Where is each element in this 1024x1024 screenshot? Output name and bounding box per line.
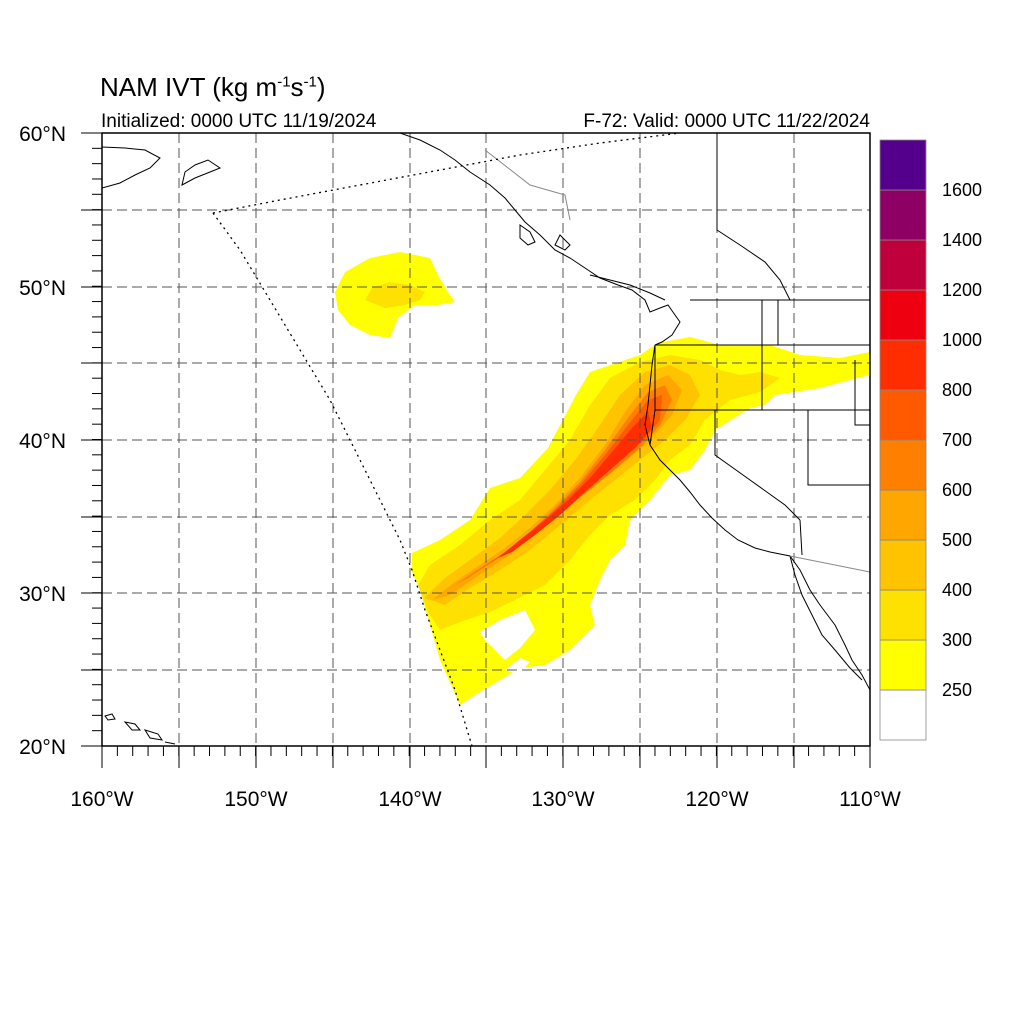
colorbar-labels: 250 300 400 500 600 700 800 1000 1200 14… — [942, 180, 982, 700]
initialized-label: Initialized: 0000 UTC 11/19/2024 — [101, 111, 377, 132]
colorbar-label: 250 — [942, 680, 972, 700]
lat-label: 30°N — [19, 583, 66, 606]
ivt-gap — [480, 610, 535, 660]
colorbar-swatch — [879, 239, 927, 291]
ivt-field — [335, 252, 870, 705]
coastlines — [102, 133, 870, 745]
latitude-labels: 20°N 30°N 40°N 50°N 60°N — [19, 123, 66, 759]
colorbar-label: 600 — [942, 480, 972, 500]
colorbar-swatch — [879, 439, 927, 491]
colorbar-swatch — [879, 589, 927, 641]
lon-label: 150°W — [224, 788, 287, 811]
colorbar-label: 1000 — [942, 330, 982, 350]
colorbar-swatch — [879, 339, 927, 391]
colorbar-swatch — [879, 689, 927, 741]
lat-label: 40°N — [19, 430, 66, 453]
colorbar-swatch — [879, 489, 927, 541]
colorbar-swatch — [879, 539, 927, 591]
lon-label: 160°W — [70, 788, 133, 811]
minor-tick-marks — [92, 132, 856, 756]
country-border — [484, 149, 870, 573]
colorbar-swatch — [879, 389, 927, 441]
colorbar-swatch — [879, 289, 927, 341]
colorbar-label: 1200 — [942, 280, 982, 300]
lat-label: 60°N — [19, 123, 66, 146]
graticule — [102, 133, 870, 746]
political-borders — [649, 133, 870, 556]
colorbar-label: 400 — [942, 580, 972, 600]
lon-label: 110°W — [839, 788, 901, 811]
lat-label: 20°N — [19, 736, 66, 759]
ivt-contour-600 — [455, 385, 672, 585]
map-title: NAM IVT (kg m-1s-1) — [100, 72, 326, 102]
valid-time-label: F-72: Valid: 0000 UTC 11/22/2024 — [583, 111, 870, 132]
lon-label: 140°W — [378, 788, 441, 811]
colorbar-label: 700 — [942, 430, 972, 450]
colorbar-label: 1600 — [942, 180, 982, 200]
colorbar — [879, 139, 927, 741]
colorbar-swatch — [879, 639, 927, 691]
lon-label: 130°W — [531, 788, 594, 811]
lat-label: 50°N — [19, 277, 66, 300]
colorbar-swatch — [879, 189, 927, 241]
longitude-labels: 160°W 150°W 140°W 130°W 120°W 110°W — [70, 788, 901, 811]
colorbar-label: 500 — [942, 530, 972, 550]
ivt-contour-700 — [480, 395, 662, 570]
colorbar-swatch — [879, 139, 927, 191]
lon-label: 120°W — [685, 788, 748, 811]
colorbar-label: 1400 — [942, 230, 982, 250]
colorbar-label: 800 — [942, 380, 972, 400]
ivt-contour-800 — [498, 412, 652, 558]
colorbar-label: 300 — [942, 630, 972, 650]
